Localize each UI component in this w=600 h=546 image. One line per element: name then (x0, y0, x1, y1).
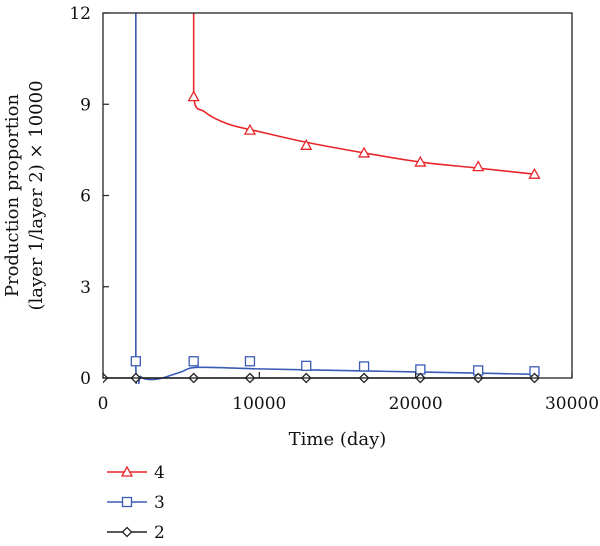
triangle-marker (472, 160, 485, 172)
square-marker (301, 360, 312, 371)
x-tick-label: 0 (98, 394, 109, 414)
square-marker (358, 361, 370, 372)
triangle-marker (414, 155, 427, 167)
y-axis-title-line-2: (layer 1/layer 2) × 10000 (26, 80, 47, 310)
axes-layer: 0 10000 20000 30000 0 3 6 9 12 (69, 4, 599, 414)
legend-item-2: 2 (107, 523, 165, 543)
series-3-line (135, 13, 535, 384)
series-layer (103, 13, 541, 384)
x-tick-label: 10000 (232, 394, 286, 414)
square-marker (244, 356, 256, 367)
series-4 (187, 13, 541, 179)
plot-frame (102, 12, 573, 379)
y-axis-title-line-1: Production proportion (2, 93, 23, 297)
legend-label: 2 (154, 523, 165, 543)
square-marker (130, 356, 141, 367)
square-marker (188, 356, 199, 367)
legend-item-3: 3 (107, 493, 165, 513)
y-tick-label: 12 (69, 4, 91, 24)
legend-item-4: 4 (107, 463, 165, 483)
series-3 (130, 13, 540, 384)
legend-label: 3 (154, 493, 165, 513)
legend: 4 3 2 (107, 463, 165, 543)
triangle-marker (300, 138, 313, 150)
x-tick-label: 20000 (389, 394, 443, 414)
y-tick-label: 3 (80, 278, 91, 298)
y-tick-label: 9 (80, 95, 91, 115)
triangle-marker (120, 465, 134, 477)
triangle-marker (528, 167, 541, 179)
x-tick-label: 30000 (545, 394, 599, 414)
triangle-marker (187, 90, 200, 102)
triangle-marker (357, 146, 371, 158)
y-tick-label: 6 (80, 187, 91, 207)
x-axis-title: Time (day) (289, 429, 387, 450)
square-marker (121, 496, 133, 508)
y-tick-label: 0 (80, 369, 91, 389)
triangle-marker (243, 123, 257, 135)
diamond-marker (121, 526, 133, 538)
legend-label: 4 (154, 463, 165, 483)
